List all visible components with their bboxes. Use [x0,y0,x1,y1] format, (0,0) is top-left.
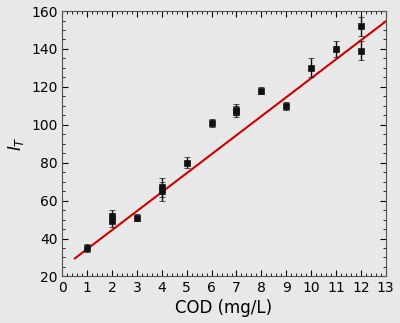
X-axis label: COD (mg/L): COD (mg/L) [176,299,273,318]
Y-axis label: $I_T$: $I_T$ [6,136,26,151]
